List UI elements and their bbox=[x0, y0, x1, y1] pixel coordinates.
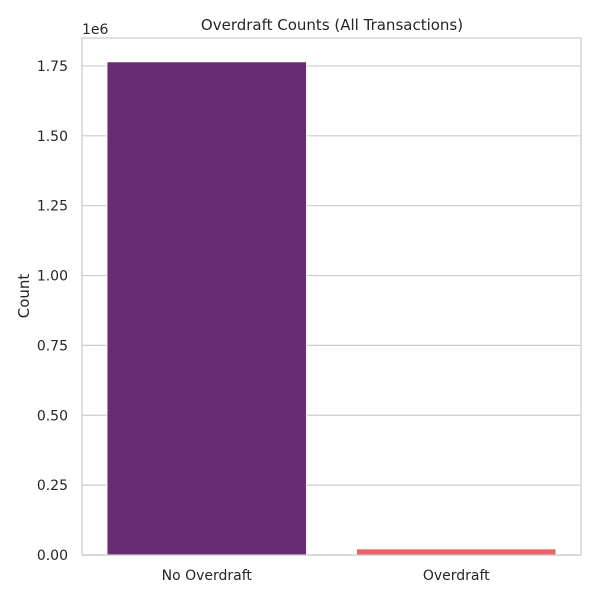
x-tick-label: No Overdraft bbox=[162, 568, 253, 584]
y-tick-label: 1.50 bbox=[37, 129, 68, 145]
chart-title: Overdraft Counts (All Transactions) bbox=[201, 16, 463, 34]
y-tick-label: 0.25 bbox=[37, 478, 68, 494]
y-tick-label: 0.00 bbox=[37, 548, 68, 564]
y-axis-label: Count bbox=[15, 274, 33, 319]
bars bbox=[106, 61, 557, 556]
bar-overdraft bbox=[355, 548, 557, 556]
y-tick-label: 0.75 bbox=[37, 338, 68, 354]
y-tick-labels: 0.00 0.25 0.50 0.75 1.00 1.25 1.50 1.75 bbox=[37, 59, 68, 564]
x-tick-labels: No Overdraft Overdraft bbox=[162, 568, 491, 584]
y-tick-label: 1.00 bbox=[37, 269, 68, 285]
y-tick-label: 0.50 bbox=[37, 408, 68, 424]
y-tick-label: 1.25 bbox=[37, 199, 68, 215]
bar-no-overdraft bbox=[106, 61, 308, 556]
plot-frame bbox=[81, 37, 582, 556]
x-tick-label: Overdraft bbox=[423, 568, 490, 584]
y-axis-offset-label: 1e6 bbox=[82, 22, 109, 38]
y-tick-label: 1.75 bbox=[37, 59, 68, 75]
